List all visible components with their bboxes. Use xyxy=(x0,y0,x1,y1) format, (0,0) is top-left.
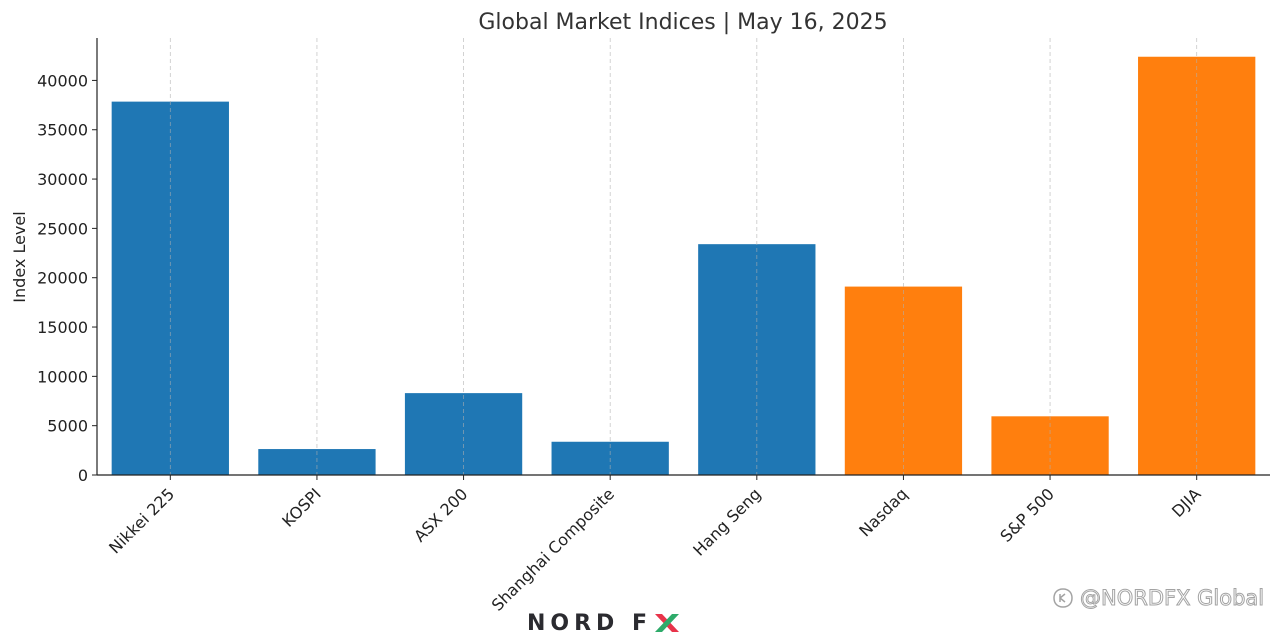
social-bear-icon xyxy=(1053,588,1073,608)
y-axis-label: Index Level xyxy=(10,211,29,302)
x-tick-label: Hang Seng xyxy=(689,484,764,559)
x-tick-label: Nikkei 225 xyxy=(105,484,178,557)
grid-lines-overlay xyxy=(169,38,1198,475)
bar xyxy=(698,244,816,475)
nordfx-logo: NORD F xyxy=(527,610,680,636)
x-tick-label: ASX 200 xyxy=(410,484,471,545)
watermark-text: @NORDFX Global xyxy=(1079,586,1265,611)
x-tick-label: Nasdaq xyxy=(855,484,911,540)
chart-title: Global Market Indices | May 16, 2025 xyxy=(478,10,887,35)
y-tick-label: 5000 xyxy=(47,417,88,436)
watermark: @NORDFX Global xyxy=(1052,586,1265,611)
logo-text: NORD F xyxy=(527,610,653,636)
y-tick-label: 0 xyxy=(78,466,88,485)
x-tick-label: S&P 500 xyxy=(996,484,1057,545)
x-tick-label: KOSPI xyxy=(278,484,324,530)
y-tick-label: 10000 xyxy=(37,367,88,386)
x-tick-label: DJIA xyxy=(1168,484,1205,521)
y-tick-label: 40000 xyxy=(37,71,88,90)
logo-x-mark-icon xyxy=(655,614,680,632)
y-tick-label: 20000 xyxy=(37,269,88,288)
y-tick-label: 30000 xyxy=(37,170,88,189)
y-tick-labels: 0 5000 10000 15000 20000 25000 30000 35000 40000 xyxy=(37,71,88,485)
y-tick-label: 25000 xyxy=(37,219,88,238)
bar xyxy=(844,286,963,475)
x-tick-labels: Nikkei 225 KOSPI ASX 200 Shanghai Composite… xyxy=(105,484,1204,614)
x-tick-label: Shanghai Composite xyxy=(488,484,618,614)
y-tick-label: 35000 xyxy=(37,121,88,140)
bars xyxy=(111,56,1256,476)
y-tick-label: 15000 xyxy=(37,318,88,337)
axes xyxy=(92,38,1270,480)
